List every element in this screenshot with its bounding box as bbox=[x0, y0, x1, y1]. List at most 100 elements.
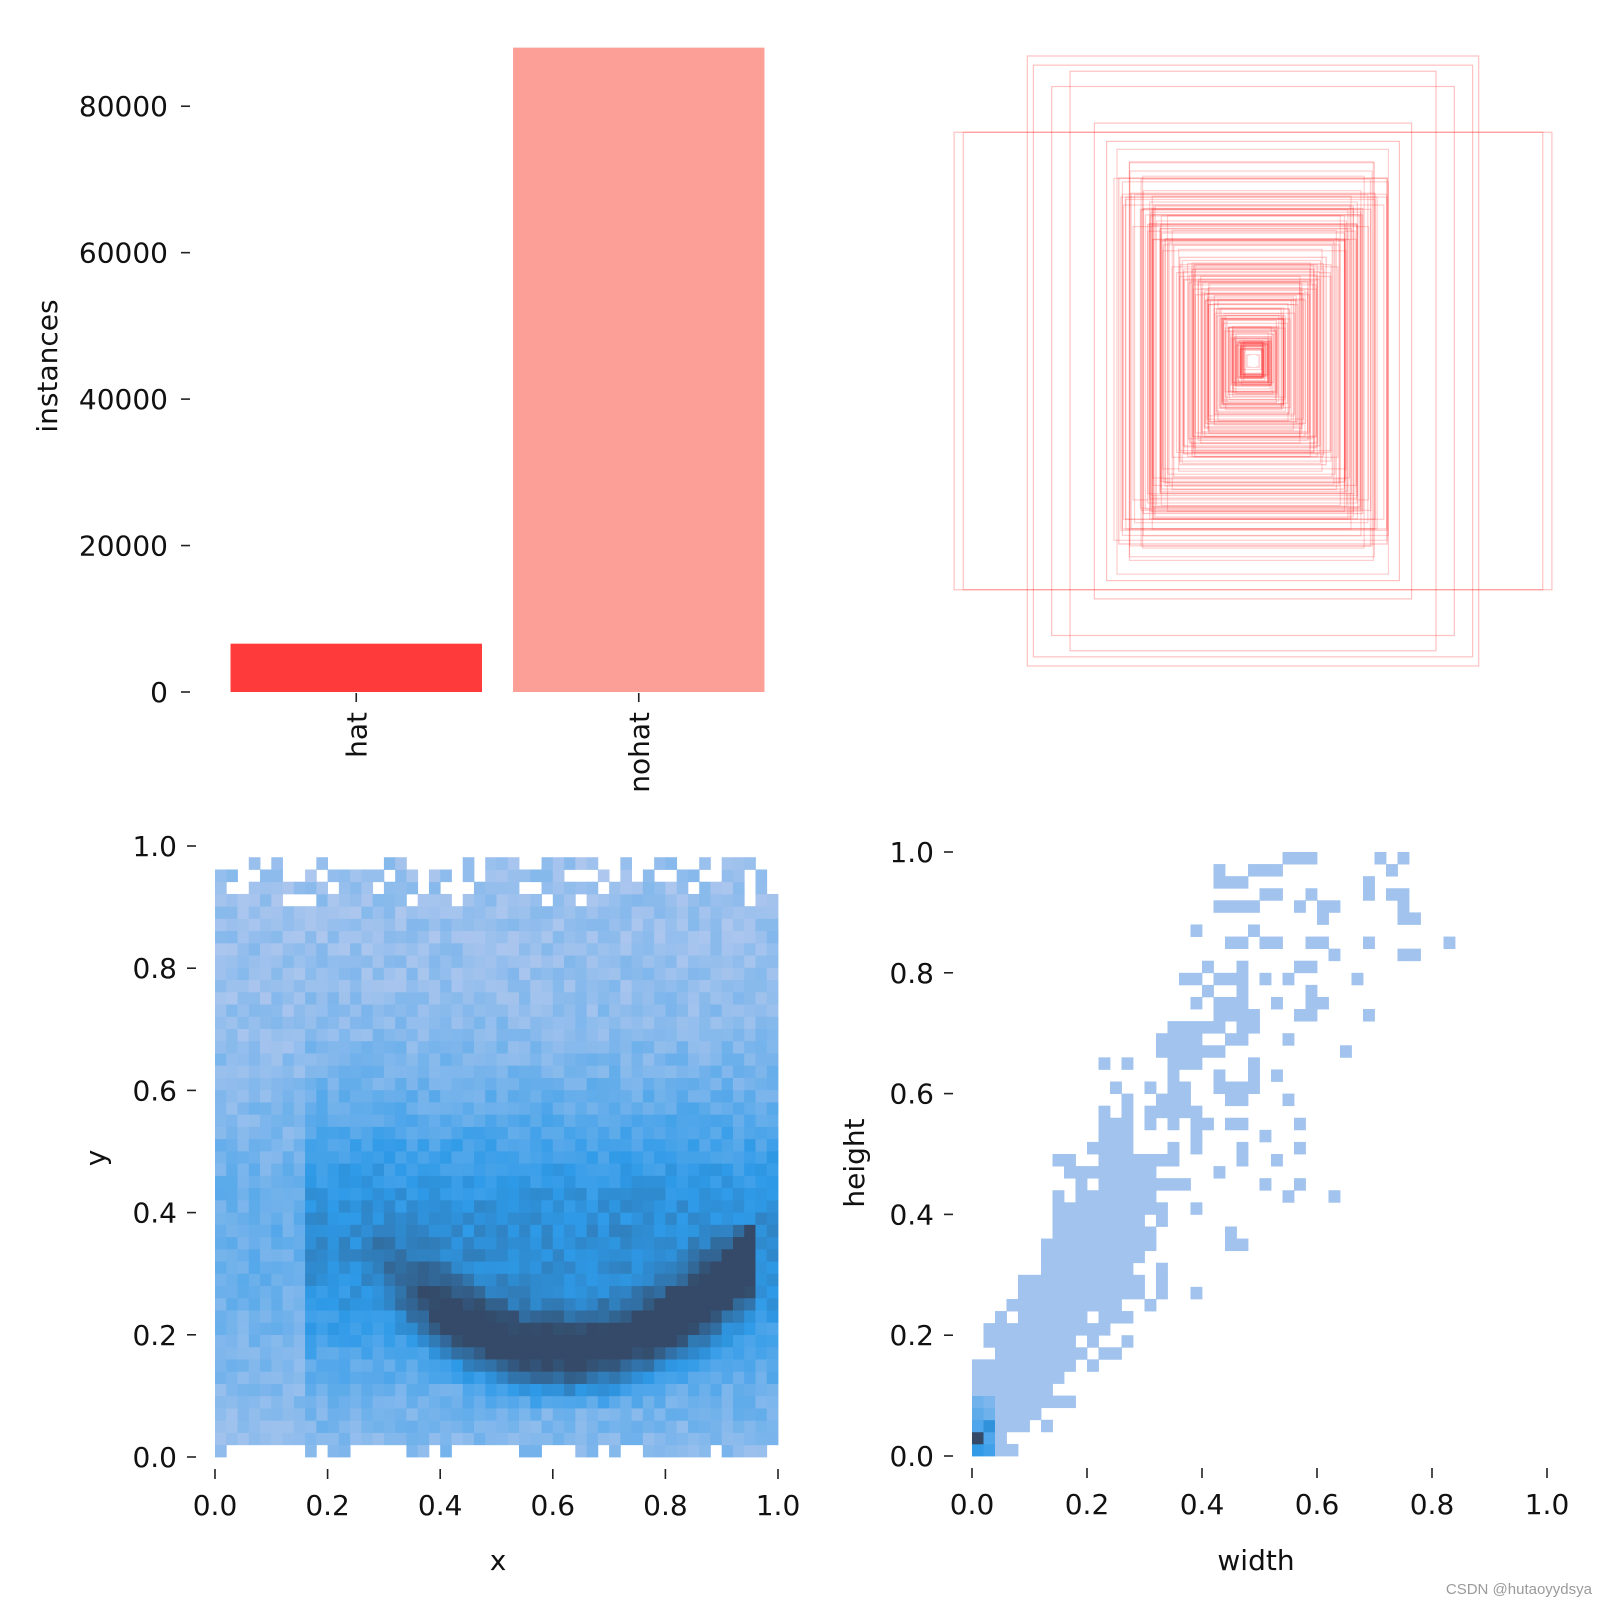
box-outline bbox=[1224, 327, 1286, 398]
xy-cell bbox=[440, 1248, 452, 1262]
xy-cell bbox=[541, 979, 554, 993]
wh-cell bbox=[1202, 984, 1214, 998]
xy-cell bbox=[271, 1371, 283, 1384]
wh-cell bbox=[1018, 1347, 1030, 1360]
xy-cell bbox=[586, 1212, 599, 1225]
xy-cell bbox=[350, 1102, 362, 1115]
xy-cell bbox=[327, 869, 340, 883]
xy-cell bbox=[687, 1212, 700, 1225]
box-outline bbox=[1237, 342, 1265, 378]
xy-cell bbox=[597, 1212, 610, 1225]
wh-cell bbox=[1144, 1105, 1157, 1119]
wh-cell bbox=[983, 1431, 996, 1445]
xy-cell bbox=[597, 1126, 610, 1140]
xy-cell bbox=[237, 979, 250, 993]
xy-cell bbox=[282, 930, 295, 944]
xy-cell bbox=[282, 1420, 295, 1433]
wh-cell bbox=[1340, 1045, 1352, 1058]
xy-cell bbox=[766, 1395, 779, 1409]
xy-cell bbox=[462, 1371, 475, 1384]
box-outline bbox=[1240, 345, 1266, 377]
xy-cell bbox=[305, 1126, 317, 1140]
xy-cell bbox=[350, 1040, 362, 1054]
xy-cell bbox=[721, 1371, 734, 1384]
xy-cell bbox=[721, 1444, 734, 1458]
xy-cell bbox=[519, 1016, 531, 1029]
xy-cell bbox=[316, 1187, 328, 1201]
xy-cell bbox=[586, 1285, 599, 1299]
wh-cell bbox=[1190, 1021, 1203, 1034]
xy-cell bbox=[699, 1102, 711, 1115]
wh-cell bbox=[1271, 996, 1283, 1010]
xy-cell bbox=[215, 1016, 227, 1029]
xy-cell bbox=[710, 906, 723, 919]
xy-cell bbox=[541, 1028, 554, 1042]
xy-cell bbox=[417, 1261, 430, 1274]
wh-cell bbox=[1156, 1274, 1168, 1288]
xy-cell bbox=[507, 1395, 520, 1409]
xy-cell bbox=[485, 1395, 497, 1409]
xy-cell bbox=[744, 1199, 756, 1213]
xy-cell bbox=[462, 1053, 475, 1066]
wh-cell bbox=[1248, 1057, 1260, 1070]
xy-cell bbox=[350, 1065, 362, 1078]
xy-cell bbox=[485, 1334, 497, 1348]
wh-cell bbox=[1167, 1021, 1180, 1034]
xy-cell bbox=[485, 1199, 497, 1213]
wh-cell bbox=[1236, 960, 1249, 974]
xy-cell bbox=[721, 1114, 734, 1127]
xy-cell bbox=[541, 1212, 554, 1225]
xy-cell bbox=[552, 955, 565, 968]
xy-cell bbox=[372, 1126, 385, 1140]
wh-cell bbox=[1133, 1250, 1145, 1264]
xy-cell bbox=[575, 1359, 587, 1372]
xy-cell bbox=[406, 1102, 419, 1115]
wh-cell bbox=[1305, 984, 1318, 998]
xy-cell bbox=[462, 857, 475, 870]
xy-cell bbox=[361, 1114, 374, 1127]
wh-cell bbox=[995, 1443, 1007, 1457]
xy-cell bbox=[440, 1432, 452, 1446]
xy-cell bbox=[609, 1371, 621, 1384]
xy-y-tick-label: 0.8 bbox=[132, 952, 177, 985]
xy-cell bbox=[440, 1322, 452, 1335]
xy-cell bbox=[721, 1102, 734, 1115]
xy-cell bbox=[631, 1432, 644, 1446]
xy-cell bbox=[766, 1273, 779, 1287]
xy-cell bbox=[721, 1310, 734, 1323]
xy-cell bbox=[327, 1420, 340, 1433]
xy-cell bbox=[609, 1297, 621, 1311]
xy-cell bbox=[597, 1432, 610, 1446]
xy-cell bbox=[609, 942, 621, 956]
xy-cell bbox=[361, 1273, 374, 1287]
wh-x-tick-label: 0.4 bbox=[1180, 1488, 1225, 1521]
xy-cell bbox=[631, 1383, 644, 1397]
xy-cell bbox=[564, 1163, 576, 1176]
xy-cell bbox=[327, 1212, 340, 1225]
xy-cell bbox=[372, 1285, 385, 1299]
xy-cell bbox=[383, 1322, 396, 1335]
xy-cell bbox=[316, 1212, 328, 1225]
xy-cell bbox=[293, 1102, 306, 1115]
xy-cell bbox=[732, 1016, 745, 1029]
wh-cell bbox=[1144, 1238, 1157, 1252]
xy-cell bbox=[428, 1432, 441, 1446]
xy-cell bbox=[654, 1371, 666, 1384]
xy-cell bbox=[462, 1138, 475, 1152]
wh-cell bbox=[1225, 972, 1237, 986]
xy-cell bbox=[350, 893, 362, 907]
wh-cell bbox=[1397, 900, 1410, 913]
xy-cell bbox=[350, 955, 362, 968]
box-outline bbox=[1207, 287, 1302, 432]
xy-cell bbox=[721, 1065, 734, 1078]
xy-cell bbox=[271, 1346, 283, 1360]
xy-cell bbox=[699, 1114, 711, 1127]
box-outline bbox=[1125, 196, 1378, 530]
xy-cell bbox=[631, 1224, 644, 1238]
box-outline bbox=[1237, 343, 1269, 383]
xy-cell bbox=[440, 979, 452, 993]
xy-cell bbox=[710, 1334, 723, 1348]
wh-y-tick-label: 0.8 bbox=[889, 957, 934, 990]
xy-cell bbox=[507, 1040, 520, 1054]
xy-cell bbox=[755, 918, 768, 932]
